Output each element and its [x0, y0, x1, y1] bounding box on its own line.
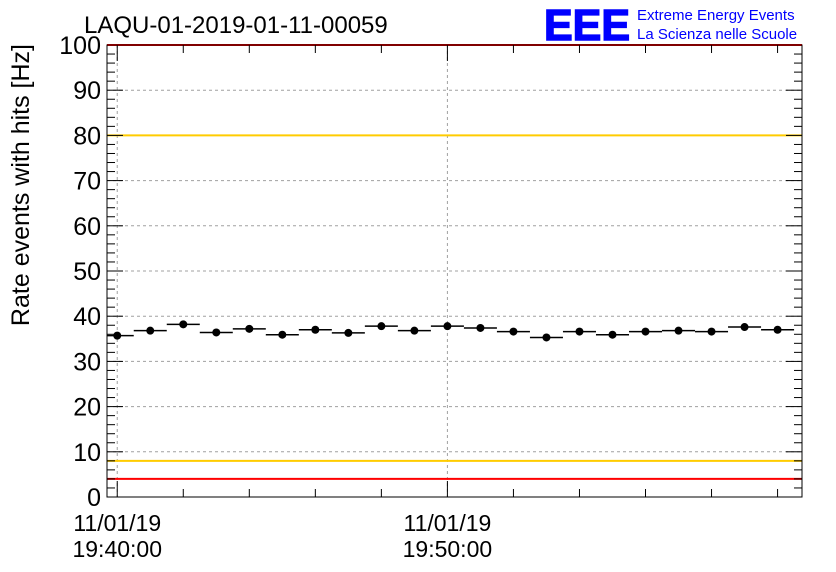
eee-logo-line1: Extreme Energy Events	[637, 7, 795, 24]
y-tick-label: 50	[73, 258, 101, 286]
data-point	[245, 324, 254, 333]
y-tick-label: 40	[73, 303, 101, 331]
x-tick-label-time: 19:50:00	[403, 536, 493, 562]
data-point	[179, 320, 188, 329]
y-tick-label: 10	[73, 439, 101, 467]
data-point	[344, 328, 353, 337]
eee-logo-line2: La Scienza nelle Scuole	[637, 26, 797, 43]
y-tick-label: 60	[73, 213, 101, 241]
axis-ticks	[107, 44, 802, 498]
data-point	[212, 328, 221, 337]
y-tick-labels: 0 10 20 30 40 50 60 70 80 90 100	[59, 32, 101, 512]
data-point	[278, 330, 287, 339]
data-point	[740, 323, 749, 332]
data-point	[707, 327, 716, 336]
data-point	[146, 326, 155, 335]
chart-title: LAQU-01-2019-01-11-00059	[84, 12, 388, 39]
data-point	[641, 327, 650, 336]
y-tick-label: 20	[73, 394, 101, 422]
data-point	[113, 331, 122, 340]
data-point	[608, 330, 617, 339]
x-tick-label-time: 19:40:00	[72, 536, 162, 562]
y-tick-label: 30	[73, 348, 101, 376]
data-point	[773, 325, 782, 334]
data-point	[509, 327, 518, 336]
y-axis-title: Rate events with hits [Hz]	[7, 44, 35, 326]
data-point	[476, 323, 485, 332]
x-tick-label-date: 11/01/19	[73, 510, 161, 536]
data-point	[575, 327, 584, 336]
data-point	[410, 326, 419, 335]
x-tick-label-date: 11/01/19	[403, 510, 491, 536]
data-point	[674, 326, 683, 335]
data-point	[311, 325, 320, 334]
data-point	[443, 322, 452, 331]
grid	[107, 45, 802, 497]
y-tick-label: 100	[59, 32, 101, 60]
eee-logo-mark: EEE	[544, 1, 630, 50]
data-point	[542, 333, 551, 342]
reference-lines	[107, 44, 802, 480]
data-series	[107, 320, 795, 342]
y-tick-label: 90	[73, 77, 101, 105]
y-tick-label: 80	[73, 122, 101, 150]
y-tick-label: 0	[87, 484, 101, 512]
data-point	[377, 322, 386, 331]
y-tick-label: 70	[73, 168, 101, 196]
eee-logo: EEE Extreme Energy Events La Scienza nel…	[543, 0, 797, 51]
